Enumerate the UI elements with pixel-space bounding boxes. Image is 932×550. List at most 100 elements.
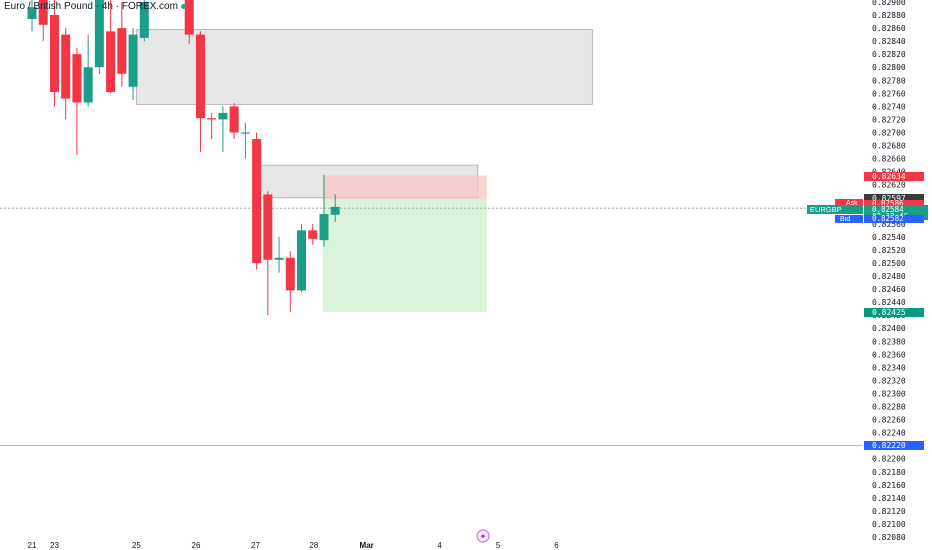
candle-body [106, 31, 116, 93]
y-tick-label: 0.82080 [872, 533, 906, 542]
x-tick-label: 6 [554, 541, 559, 550]
y-tick-label: 0.82820 [872, 50, 906, 59]
y-tick-label: 0.82120 [872, 507, 906, 516]
candle[interactable] [83, 34, 93, 107]
y-tick-label: 0.82440 [872, 298, 906, 307]
x-tick-label: 4 [437, 541, 442, 550]
y-tick-label: 0.82260 [872, 416, 906, 425]
candle[interactable] [308, 223, 318, 245]
candle[interactable] [229, 103, 239, 140]
target-price-label: 0.82425 [872, 308, 906, 317]
candle[interactable] [117, 2, 127, 87]
long-position-tool[interactable] [322, 175, 487, 312]
y-axis[interactable]: 0.82900 0.82880 0.82860 0.82840 0.82820 0.828… [872, 0, 906, 542]
stop-price-badge [864, 172, 924, 181]
take-profit-area[interactable] [322, 199, 487, 312]
ask-price-label: 0.82586 [872, 199, 904, 208]
candle[interactable] [263, 191, 273, 316]
bid-tag-label: Bid [840, 216, 850, 223]
candle[interactable] [252, 132, 262, 270]
bid-tag [835, 215, 863, 223]
y-tick-label: 0.82360 [872, 350, 906, 359]
x-tick-label: Mar [360, 541, 374, 550]
candle-body [49, 15, 59, 93]
y-tick-label: 0.82700 [872, 128, 906, 137]
current-price-label: 0.82584 [872, 205, 904, 214]
candle[interactable] [38, 0, 48, 42]
ask-price-badge [864, 200, 924, 208]
economic-event-icon[interactable] [476, 529, 490, 543]
candle-body [330, 206, 340, 215]
y-tick-label: 0.82840 [872, 37, 906, 46]
candle-body [207, 118, 217, 120]
candle[interactable] [218, 106, 228, 153]
y-tick-label: 0.82680 [872, 142, 906, 151]
symbol-title-text: Euro / British Pound · 4h · FOREX.com [4, 1, 178, 12]
y-tick-label: 0.82760 [872, 89, 906, 98]
candle-body [240, 132, 250, 134]
candle-body [83, 67, 93, 103]
y-tick-label: 0.82280 [872, 403, 906, 412]
candle-body [72, 54, 82, 103]
y-tick-label: 0.82880 [872, 11, 906, 20]
candle-body [139, 2, 149, 38]
y-tick-label: 0.82480 [872, 272, 906, 281]
zone-rectangle[interactable] [136, 29, 593, 105]
candle-body [285, 257, 295, 291]
y-tick-label: 0.82620 [872, 181, 906, 190]
x-tick-label: 27 [251, 541, 260, 550]
stop-price-label: 0.82634 [872, 172, 906, 181]
y-tick-label: 0.82800 [872, 63, 906, 72]
bid-price-badge [864, 215, 924, 223]
candle[interactable] [184, 0, 194, 44]
entry-price-label: 0.82597 [872, 194, 906, 203]
candle-body [319, 214, 329, 241]
candle-body [274, 257, 284, 260]
candle[interactable] [207, 112, 217, 140]
candle-body [297, 230, 307, 291]
candle[interactable] [330, 194, 340, 222]
entry-price-badge [864, 194, 924, 203]
candlestick-series[interactable] [27, 0, 340, 316]
y-tick-label: 0.82300 [872, 389, 906, 398]
candle[interactable] [61, 28, 71, 120]
candle-body [218, 112, 228, 120]
stop-loss-area[interactable] [322, 175, 487, 200]
x-tick-label: 25 [132, 541, 141, 550]
candle-body [61, 34, 71, 99]
candle[interactable] [240, 122, 250, 159]
candle[interactable] [94, 0, 104, 74]
candle[interactable] [72, 47, 82, 156]
candle[interactable] [285, 251, 295, 312]
candle[interactable] [195, 31, 205, 153]
y-tick-label: 0.82540 [872, 233, 906, 242]
y-tick-label: 0.82160 [872, 481, 906, 490]
candle[interactable] [139, 0, 149, 42]
candle[interactable] [49, 0, 59, 107]
candle-body [38, 0, 48, 25]
x-tick-label: 28 [309, 541, 318, 550]
candle[interactable] [274, 236, 284, 273]
candle[interactable] [128, 28, 138, 100]
candle[interactable] [297, 223, 307, 293]
candle[interactable] [319, 174, 329, 247]
event-marker[interactable]: ✦ [476, 529, 490, 543]
y-tick-label: 0.82560 [872, 220, 906, 229]
y-tick-label: 0.82860 [872, 24, 906, 33]
y-tick-label: 0.82460 [872, 285, 906, 294]
x-axis[interactable]: 21 23 25 26 27 28 Mar 4 5 6 [28, 541, 560, 550]
candle[interactable] [106, 0, 116, 94]
candle-body [128, 34, 138, 87]
y-tick-label: 0.82140 [872, 494, 906, 503]
economic-event-glyph: ✦ [480, 532, 487, 541]
x-tick-label: 26 [192, 541, 201, 550]
symbol-title[interactable]: Euro / British Pound · 4h · FOREX.com [4, 1, 186, 12]
ask-tag [835, 199, 863, 207]
candle-body [252, 139, 262, 263]
bid-price-label: 0.82582 [872, 214, 904, 223]
y-tick-label: 0.82200 [872, 455, 906, 464]
candle[interactable] [27, 0, 37, 32]
x-tick-label: 23 [50, 541, 59, 550]
y-tick-label: 0.82500 [872, 259, 906, 268]
